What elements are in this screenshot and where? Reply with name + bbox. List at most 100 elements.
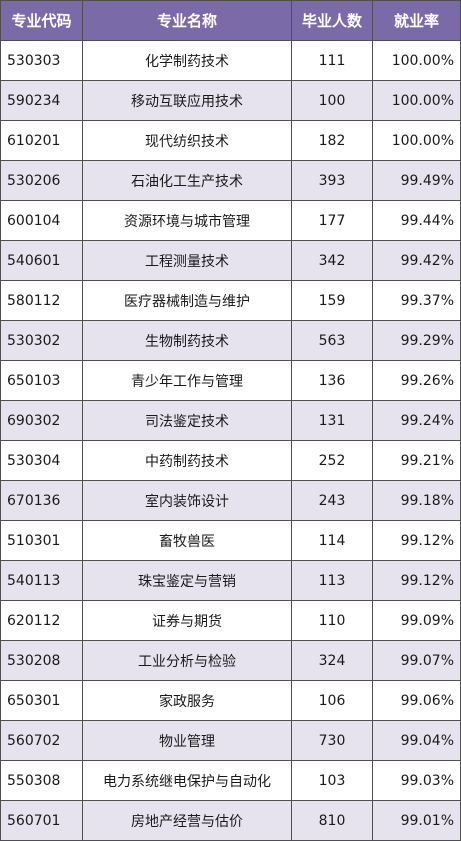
cell-graduate-count: 159	[291, 280, 373, 321]
cell-major-code: 560702	[0, 720, 83, 761]
cell-major-name: 生物制药技术	[82, 320, 292, 361]
table-row: 540113 珠宝鉴定与营销 113 99.12%	[0, 560, 461, 601]
table-row: 530302 生物制药技术 563 99.29%	[0, 320, 461, 361]
cell-graduate-count: 177	[291, 200, 373, 241]
cell-major-code: 530206	[0, 160, 83, 201]
cell-graduate-count: 182	[291, 120, 373, 161]
cell-employment-rate: 99.18%	[372, 480, 461, 521]
cell-major-code: 540601	[0, 240, 83, 281]
cell-graduate-count: 100	[291, 80, 373, 121]
table-row: 620112 证券与期货 110 99.09%	[0, 600, 461, 641]
cell-major-name: 现代纺织技术	[82, 120, 292, 161]
cell-graduate-count: 810	[291, 800, 373, 841]
cell-major-code: 690302	[0, 400, 83, 441]
cell-major-name: 石油化工生产技术	[82, 160, 292, 201]
cell-employment-rate: 99.29%	[372, 320, 461, 361]
cell-major-name: 证券与期货	[82, 600, 292, 641]
table-row: 560702 物业管理 730 99.04%	[0, 720, 461, 761]
cell-graduate-count: 110	[291, 600, 373, 641]
cell-employment-rate: 99.12%	[372, 560, 461, 601]
cell-major-name: 工程测量技术	[82, 240, 292, 281]
cell-employment-rate: 99.03%	[372, 760, 461, 801]
cell-graduate-count: 106	[291, 680, 373, 721]
cell-major-code: 530303	[0, 40, 83, 81]
table-row: 510301 畜牧兽医 114 99.12%	[0, 520, 461, 561]
cell-employment-rate: 99.09%	[372, 600, 461, 641]
cell-major-code: 610201	[0, 120, 83, 161]
cell-employment-rate: 100.00%	[372, 40, 461, 81]
cell-employment-rate: 99.07%	[372, 640, 461, 681]
table-row: 530206 石油化工生产技术 393 99.49%	[0, 160, 461, 201]
cell-major-name: 家政服务	[82, 680, 292, 721]
table-row: 650103 青少年工作与管理 136 99.26%	[0, 360, 461, 401]
cell-major-name: 移动互联应用技术	[82, 80, 292, 121]
cell-major-name: 物业管理	[82, 720, 292, 761]
cell-employment-rate: 99.26%	[372, 360, 461, 401]
table-row: 600104 资源环境与城市管理 177 99.44%	[0, 200, 461, 241]
table-row: 580112 医疗器械制造与维护 159 99.37%	[0, 280, 461, 321]
cell-employment-rate: 99.49%	[372, 160, 461, 201]
cell-major-name: 资源环境与城市管理	[82, 200, 292, 241]
cell-graduate-count: 113	[291, 560, 373, 601]
cell-major-code: 550308	[0, 760, 83, 801]
cell-graduate-count: 114	[291, 520, 373, 561]
cell-major-code: 560701	[0, 800, 83, 841]
cell-employment-rate: 100.00%	[372, 80, 461, 121]
cell-major-code: 590234	[0, 80, 83, 121]
cell-graduate-count: 111	[291, 40, 373, 81]
cell-graduate-count: 243	[291, 480, 373, 521]
cell-employment-rate: 99.06%	[372, 680, 461, 721]
cell-major-code: 620112	[0, 600, 83, 641]
header-row: 专业代码 专业名称 毕业人数 就业率	[0, 0, 461, 41]
header-major-name: 专业名称	[82, 0, 292, 41]
cell-employment-rate: 99.37%	[372, 280, 461, 321]
cell-major-name: 中药制药技术	[82, 440, 292, 481]
table-row: 560701 房地产经营与估价 810 99.01%	[0, 800, 461, 841]
cell-employment-rate: 99.24%	[372, 400, 461, 441]
cell-major-name: 珠宝鉴定与营销	[82, 560, 292, 601]
table-body: 530303 化学制药技术 111 100.00% 590234 移动互联应用技术 100 1…	[0, 40, 461, 841]
table-row: 530303 化学制药技术 111 100.00%	[0, 40, 461, 81]
table-row: 690302 司法鉴定技术 131 99.24%	[0, 400, 461, 441]
table-row: 550308 电力系统继电保护与自动化 103 99.03%	[0, 760, 461, 801]
table-row: 610201 现代纺织技术 182 100.00%	[0, 120, 461, 161]
cell-major-code: 650103	[0, 360, 83, 401]
cell-graduate-count: 563	[291, 320, 373, 361]
table-row: 530208 工业分析与检验 324 99.07%	[0, 640, 461, 681]
table-row: 590234 移动互联应用技术 100 100.00%	[0, 80, 461, 121]
cell-major-code: 530302	[0, 320, 83, 361]
cell-major-name: 室内装饰设计	[82, 480, 292, 521]
cell-graduate-count: 252	[291, 440, 373, 481]
cell-major-code: 580112	[0, 280, 83, 321]
table-header: 专业代码 专业名称 毕业人数 就业率	[0, 0, 461, 41]
cell-graduate-count: 136	[291, 360, 373, 401]
cell-major-name: 化学制药技术	[82, 40, 292, 81]
cell-major-code: 510301	[0, 520, 83, 561]
cell-graduate-count: 730	[291, 720, 373, 761]
cell-major-name: 医疗器械制造与维护	[82, 280, 292, 321]
cell-major-code: 530304	[0, 440, 83, 481]
cell-major-name: 电力系统继电保护与自动化	[82, 760, 292, 801]
table-row: 540601 工程测量技术 342 99.42%	[0, 240, 461, 281]
cell-graduate-count: 131	[291, 400, 373, 441]
cell-graduate-count: 342	[291, 240, 373, 281]
header-employment-rate: 就业率	[372, 0, 461, 41]
cell-major-name: 房地产经营与估价	[82, 800, 292, 841]
cell-major-name: 司法鉴定技术	[82, 400, 292, 441]
cell-graduate-count: 324	[291, 640, 373, 681]
cell-major-code: 670136	[0, 480, 83, 521]
cell-employment-rate: 99.42%	[372, 240, 461, 281]
cell-employment-rate: 100.00%	[372, 120, 461, 161]
cell-employment-rate: 99.44%	[372, 200, 461, 241]
cell-major-name: 青少年工作与管理	[82, 360, 292, 401]
cell-major-code: 650301	[0, 680, 83, 721]
table-row: 670136 室内装饰设计 243 99.18%	[0, 480, 461, 521]
header-major-code: 专业代码	[0, 0, 83, 41]
header-graduate-count: 毕业人数	[291, 0, 373, 41]
cell-graduate-count: 393	[291, 160, 373, 201]
table-row: 650301 家政服务 106 99.06%	[0, 680, 461, 721]
cell-employment-rate: 99.12%	[372, 520, 461, 561]
cell-major-code: 540113	[0, 560, 83, 601]
cell-employment-rate: 99.01%	[372, 800, 461, 841]
